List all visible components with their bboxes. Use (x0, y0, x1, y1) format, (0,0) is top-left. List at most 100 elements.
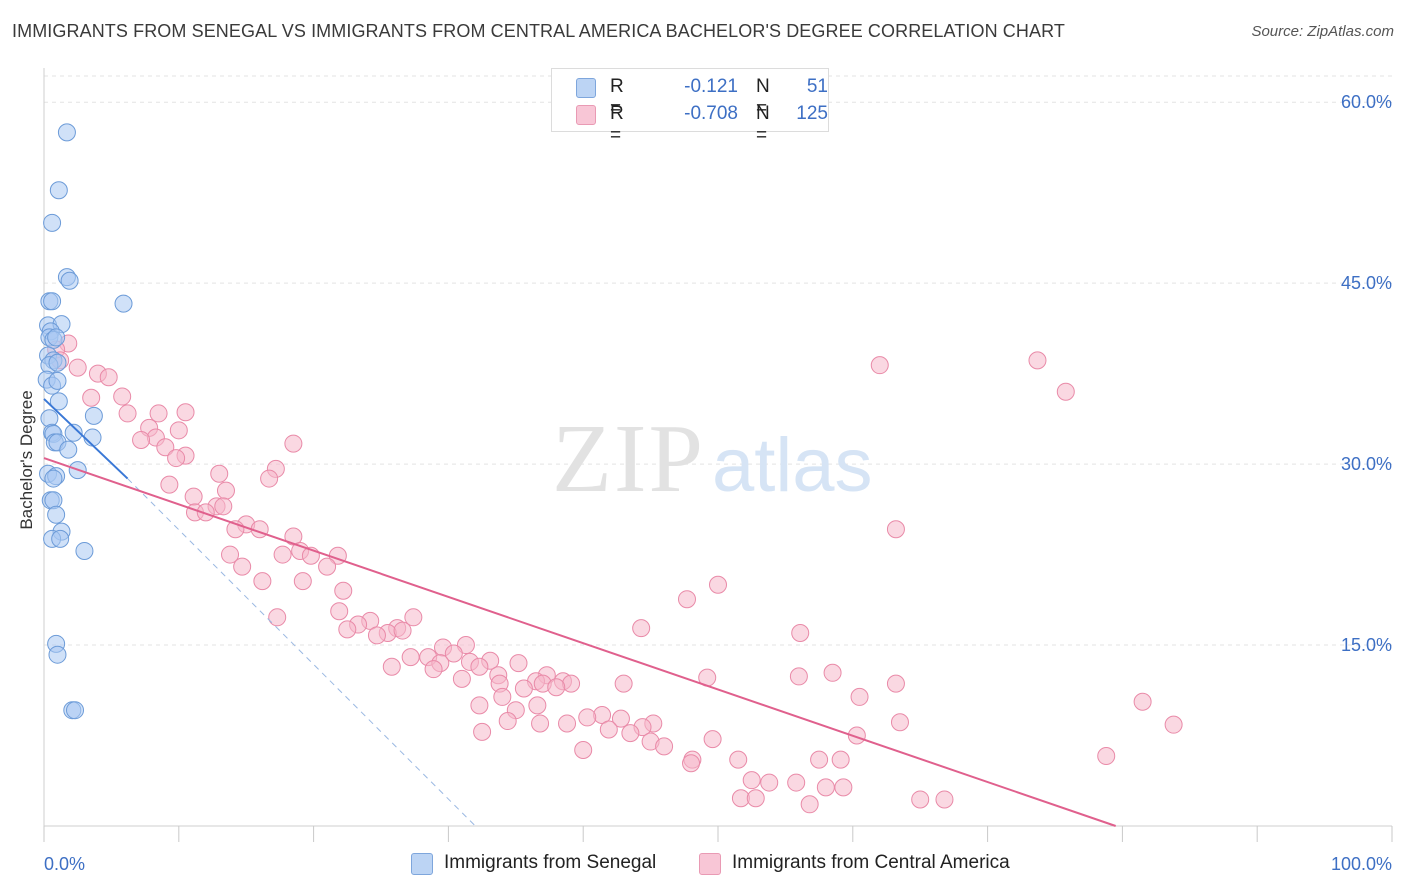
data-point (760, 773, 779, 792)
data-point (330, 602, 349, 621)
data-point (514, 679, 533, 698)
trend-line-senegal-extension (127, 478, 476, 827)
data-point (444, 644, 463, 663)
data-point (810, 750, 829, 769)
data-point (221, 545, 240, 564)
data-point (890, 713, 909, 732)
data-point (113, 387, 132, 406)
y-tick-labels: 15.0% 30.0% 45.0% 60.0% (1341, 92, 1392, 655)
data-point (64, 423, 83, 442)
data-point (293, 572, 312, 591)
data-point (870, 356, 889, 375)
data-point (574, 741, 593, 759)
data-point (834, 778, 853, 797)
data-point (48, 645, 67, 664)
watermark-atlas: atlas (712, 423, 873, 508)
data-point (847, 726, 866, 745)
watermark-zip: ZIP (552, 405, 705, 513)
correlation-legend: R = -0.121 N = 51 R = -0.708 N = 125 (551, 68, 829, 146)
data-point (44, 469, 63, 488)
data-point (268, 608, 287, 627)
data-point (1133, 692, 1152, 711)
data-point (886, 674, 905, 693)
data-point (599, 720, 618, 739)
series-central-america-points (47, 334, 1183, 814)
data-point (886, 520, 905, 539)
data-point (632, 619, 651, 638)
data-point (48, 371, 67, 390)
legend-n-label: N = (756, 76, 770, 119)
data-point (470, 696, 489, 715)
data-point (83, 428, 102, 447)
series-legend-swatch-senegal (411, 853, 433, 875)
data-point (43, 213, 62, 232)
data-point (156, 438, 175, 457)
data-point (49, 181, 68, 200)
data-point (558, 714, 577, 733)
data-point (176, 403, 195, 422)
data-point (787, 773, 806, 792)
x-max-label: 100.0% (1331, 854, 1392, 874)
data-point (789, 667, 808, 686)
data-point (47, 328, 66, 347)
data-point (318, 557, 337, 576)
data-point (1028, 351, 1047, 370)
data-point (114, 294, 133, 313)
data-point (746, 789, 765, 808)
data-point (911, 790, 930, 809)
data-point (210, 464, 229, 483)
data-point (214, 497, 233, 516)
data-point (709, 575, 727, 594)
data-point (57, 123, 76, 142)
x-min-label: 0.0% (44, 854, 85, 874)
legend-r-value: -0.708 (684, 103, 738, 124)
data-point (59, 440, 78, 459)
data-point (470, 657, 489, 676)
data-point (611, 709, 630, 728)
data-point (216, 481, 235, 500)
legend-swatch-central-america (576, 105, 596, 125)
data-point (367, 626, 386, 645)
data-point (84, 406, 103, 425)
data-point (1056, 382, 1075, 401)
legend-n-value: 125 (796, 103, 828, 124)
series-senegal-points (37, 123, 133, 720)
data-point (1164, 715, 1183, 734)
data-point (473, 722, 492, 741)
data-point (60, 271, 79, 290)
legend-r-label: R = (610, 76, 624, 119)
data-point (493, 687, 512, 706)
data-point (43, 292, 62, 311)
data-point (621, 724, 640, 743)
data-point (196, 503, 215, 522)
source-credit: Source: ZipAtlas.com (1251, 23, 1394, 40)
data-point (68, 358, 87, 377)
data-point (273, 545, 292, 564)
data-point (382, 657, 401, 676)
y-tick-label: 60.0% (1341, 92, 1392, 112)
legend-n-label: N = (756, 103, 770, 146)
data-point (47, 505, 66, 524)
watermark: ZIP atlas (552, 405, 873, 513)
y-tick-label: 30.0% (1341, 454, 1392, 474)
data-point (831, 750, 850, 769)
data-point (655, 737, 674, 756)
trend-lines (43, 398, 1116, 827)
data-point (51, 529, 70, 548)
data-point (509, 654, 528, 673)
legend-swatch-senegal (576, 78, 596, 98)
data-point (284, 434, 303, 453)
data-point (393, 621, 412, 640)
data-point (260, 469, 279, 488)
series-legend-label-senegal: Immigrants from Senegal (444, 852, 657, 873)
data-point (562, 674, 581, 693)
data-point (614, 674, 633, 693)
data-point (99, 368, 118, 387)
data-point (850, 687, 869, 706)
data-point (184, 487, 203, 506)
data-point (132, 430, 151, 449)
data-point (528, 696, 547, 715)
data-point (424, 660, 443, 679)
data-point (49, 392, 68, 411)
